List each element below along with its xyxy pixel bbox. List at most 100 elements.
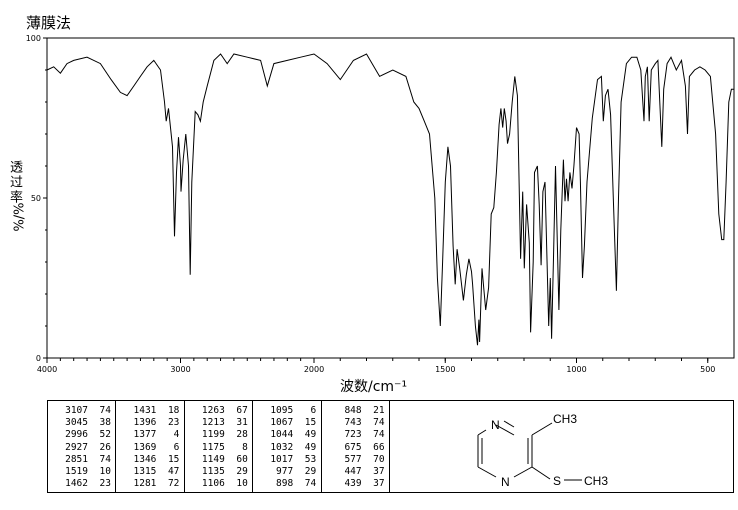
- methyl-label: CH3: [553, 412, 577, 426]
- peak-transmittance: 18: [167, 405, 180, 416]
- peak-table: 3107 74 3045 38 2996 52 2927 26 2851 74 1519 10 1462…: [47, 400, 390, 493]
- peak-row: 1377 4: [122, 429, 183, 441]
- peak-row: 1044 49: [259, 429, 320, 441]
- peak-transmittance: 15: [304, 417, 317, 429]
- peak-row: 3045 38: [54, 417, 115, 429]
- peak-wavenumber: 1106: [201, 478, 225, 490]
- peak-wavenumber: 2996: [65, 429, 88, 441]
- peak-transmittance: 72: [167, 478, 180, 490]
- peak-row: 1462 23: [54, 478, 115, 490]
- peak-transmittance: 74: [304, 478, 317, 490]
- peak-transmittance: 38: [99, 417, 111, 429]
- peak-transmittance: 66: [373, 441, 385, 453]
- peak-row: 1431 18: [122, 405, 183, 417]
- peak-row: 675 66: [328, 442, 389, 454]
- peak-wavenumber: 1315: [133, 466, 157, 478]
- s-methyl-label: CH3: [584, 474, 608, 488]
- peak-transmittance: 8: [242, 441, 248, 453]
- peak-transmittance: 29: [236, 466, 248, 478]
- peak-row: 1346 15: [122, 454, 183, 466]
- peak-transmittance: 29: [304, 466, 317, 478]
- peak-row: 1106 10: [191, 478, 252, 490]
- peak-transmittance: 74: [99, 405, 111, 416]
- peak-wavenumber: 447: [344, 466, 362, 478]
- peak-transmittance: 31: [236, 417, 248, 429]
- y-tick-label: 50: [31, 194, 41, 203]
- peak-transmittance: 47: [167, 466, 180, 478]
- peak-row: 848 21: [328, 405, 389, 417]
- peak-row: 1396 23: [122, 417, 183, 429]
- y-axis-label-text: 透过率: [7, 160, 22, 205]
- peak-transmittance: 60: [236, 453, 248, 465]
- peak-row: 1519 10: [54, 466, 115, 478]
- peak-row: 1149 60: [191, 454, 252, 466]
- peak-transmittance: 74: [373, 417, 385, 429]
- peak-row: 723 74: [328, 429, 389, 441]
- peak-wavenumber: 1462: [65, 478, 88, 490]
- peak-wavenumber: 977: [276, 466, 294, 478]
- peak-wavenumber: 1263: [201, 405, 225, 416]
- peak-wavenumber: 743: [344, 417, 362, 429]
- y-tick-label: 0: [36, 354, 41, 363]
- peak-row: 2996 52: [54, 429, 115, 441]
- peak-wavenumber: 1017: [270, 453, 294, 465]
- peak-row: 1017 53: [259, 454, 320, 466]
- peak-transmittance: 26: [99, 441, 111, 453]
- peak-wavenumber: 1044: [270, 429, 294, 441]
- peak-wavenumber: 1213: [201, 417, 225, 429]
- x-tick-label: 3000: [170, 365, 190, 374]
- peak-wavenumber: 1095: [270, 405, 294, 416]
- nitrogen-bottom-label: N: [501, 475, 510, 489]
- peak-transmittance: 15: [167, 453, 180, 465]
- peak-column: 1431 18 1396 23 1377 4 1369 6 1346 15 1315 47 1281 72: [116, 401, 185, 492]
- peak-wavenumber: 3045: [65, 417, 88, 429]
- peak-wavenumber: 1067: [270, 417, 294, 429]
- peak-column: 3107 74 3045 38 2996 52 2927 26 2851 74 1519 10 1462…: [48, 401, 117, 492]
- peak-row: 3107 74: [54, 405, 115, 417]
- peak-transmittance: 67: [236, 405, 248, 416]
- x-ticks: 4000 3000 2000 1500 1000 500: [37, 358, 715, 374]
- peak-wavenumber: 1519: [65, 466, 88, 478]
- peak-row: 1315 47: [122, 466, 183, 478]
- x-tick-label: 2000: [304, 365, 324, 374]
- peak-wavenumber: 1175: [201, 441, 225, 453]
- peak-wavenumber: 1396: [133, 417, 157, 429]
- molecule-structure: N N CH3 S CH3: [477, 412, 608, 489]
- nitrogen-top-label: N: [491, 418, 500, 432]
- peak-wavenumber: 675: [344, 441, 362, 453]
- x-tick-label: 1500: [435, 365, 455, 374]
- peak-transmittance: 21: [373, 405, 385, 416]
- minor-ticks: [45, 69, 709, 361]
- peak-wavenumber: 577: [344, 453, 362, 465]
- peak-wavenumber: 1346: [133, 453, 157, 465]
- peak-row: 1067 15: [259, 417, 320, 429]
- peak-row: 1369 6: [122, 442, 183, 454]
- peak-wavenumber: 1369: [133, 441, 157, 453]
- peak-wavenumber: 439: [344, 478, 362, 490]
- x-tick-label: 500: [700, 365, 715, 374]
- y-ticks: 100 50 0: [26, 34, 47, 363]
- structure-panel: N N CH3 S CH3: [390, 400, 734, 493]
- peak-transmittance: 10: [236, 478, 248, 490]
- peak-row: 2851 74: [54, 454, 115, 466]
- peak-row: 743 74: [328, 417, 389, 429]
- peak-transmittance: 37: [373, 478, 385, 490]
- plot-frame: [46, 37, 735, 359]
- peak-wavenumber: 1431: [133, 405, 157, 416]
- peak-transmittance: 74: [373, 429, 385, 441]
- peak-transmittance: 6: [310, 405, 317, 416]
- peak-transmittance: 70: [373, 453, 385, 465]
- spectrum-line: [46, 53, 734, 346]
- peak-row: 577 70: [328, 454, 389, 466]
- x-axis-label: 波数/cm⁻¹: [340, 379, 408, 395]
- peak-wavenumber: 1199: [201, 429, 225, 441]
- peak-wavenumber: 1135: [201, 466, 225, 478]
- sulfur-label: S: [553, 474, 561, 488]
- spectrum-title: 薄膜法: [26, 14, 72, 32]
- peak-transmittance: 52: [99, 429, 111, 441]
- peak-column: 1263 67 1213 31 1199 28 1175 8 1149 60 1135 29 1106 1…: [185, 401, 254, 492]
- peak-transmittance: 49: [304, 429, 317, 441]
- peak-wavenumber: 3107: [65, 405, 88, 416]
- peak-transmittance: 37: [373, 466, 385, 478]
- peak-row: 1213 31: [191, 417, 252, 429]
